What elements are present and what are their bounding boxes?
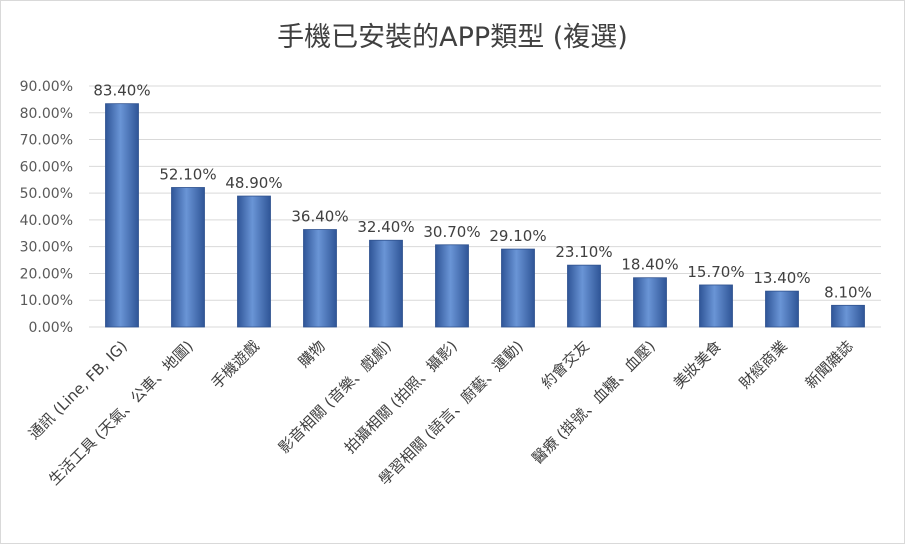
data-label: 36.40%: [291, 208, 348, 226]
x-tick-label: 購物: [295, 337, 329, 371]
x-tick-label: 新聞雜誌: [802, 337, 857, 392]
data-label: 29.10%: [489, 227, 546, 245]
bar: [171, 187, 205, 328]
y-tick-label: 20.00%: [20, 266, 73, 282]
y-tick-label: 50.00%: [20, 186, 73, 202]
bar: [105, 103, 139, 328]
data-label: 18.40%: [621, 256, 678, 274]
x-tick-label: 學習相關 (語言、廚藝、運動): [375, 337, 527, 489]
data-labels: 83.40% 52.10% 48.90% 36.40% 32.40% 30.70% 29.1…: [93, 82, 871, 302]
x-tick-label: 影音相關 (音樂、戲劇): [275, 337, 395, 457]
x-tick-label: 醫療 (掛號、血糖、血壓): [528, 337, 658, 467]
data-label: 23.10%: [555, 243, 612, 261]
y-tick-label: 30.00%: [20, 240, 73, 256]
x-tick-label: 拍攝相關 (拍照、攝影): [341, 337, 461, 457]
x-tick-label: 手機遊戲: [208, 337, 263, 392]
x-tick-label: 財經商業: [736, 337, 791, 392]
data-label: 52.10%: [159, 165, 216, 183]
bar: [303, 229, 337, 328]
data-label: 8.10%: [824, 283, 872, 301]
x-axis-tick-labels: 通訊 (Line, FB, IG)生活工具 (天氣、公車、地圖) 手機遊戲 購物影音…: [25, 337, 857, 489]
bar: [435, 244, 469, 328]
bar: [699, 284, 733, 328]
y-tick-label: 60.00%: [20, 159, 73, 175]
bar: [369, 239, 403, 328]
y-axis-tick-labels: 0.00% 10.00% 20.00% 30.00% 40.00% 50.00% 60.00…: [20, 79, 73, 336]
y-tick-label: 0.00%: [29, 320, 73, 336]
chart-title: 手機已安裝的APP類型 (複選): [277, 22, 628, 53]
data-label: 30.70%: [423, 223, 480, 241]
y-tick-label: 10.00%: [20, 293, 73, 309]
bar: [633, 277, 667, 328]
y-tick-label: 80.00%: [20, 106, 73, 122]
data-label: 83.40%: [93, 82, 150, 100]
y-tick-label: 90.00%: [20, 79, 73, 95]
x-tick-label: 生活工具 (天氣、公車、地圖): [45, 337, 197, 489]
bar: [501, 248, 535, 328]
bar: [567, 264, 601, 328]
bars: [105, 103, 865, 328]
x-tick-label: 美妝美食: [670, 337, 725, 392]
data-label: 13.40%: [753, 269, 810, 287]
bar: [765, 290, 799, 328]
data-label: 48.90%: [225, 174, 282, 192]
y-tick-label: 40.00%: [20, 213, 73, 229]
bar: [237, 195, 271, 328]
data-label: 15.70%: [687, 263, 744, 281]
bar: [831, 304, 865, 328]
data-label: 32.40%: [357, 218, 414, 236]
y-tick-label: 70.00%: [20, 133, 73, 149]
x-tick-label: 約會交友: [538, 337, 593, 392]
gridlines: [89, 85, 881, 328]
